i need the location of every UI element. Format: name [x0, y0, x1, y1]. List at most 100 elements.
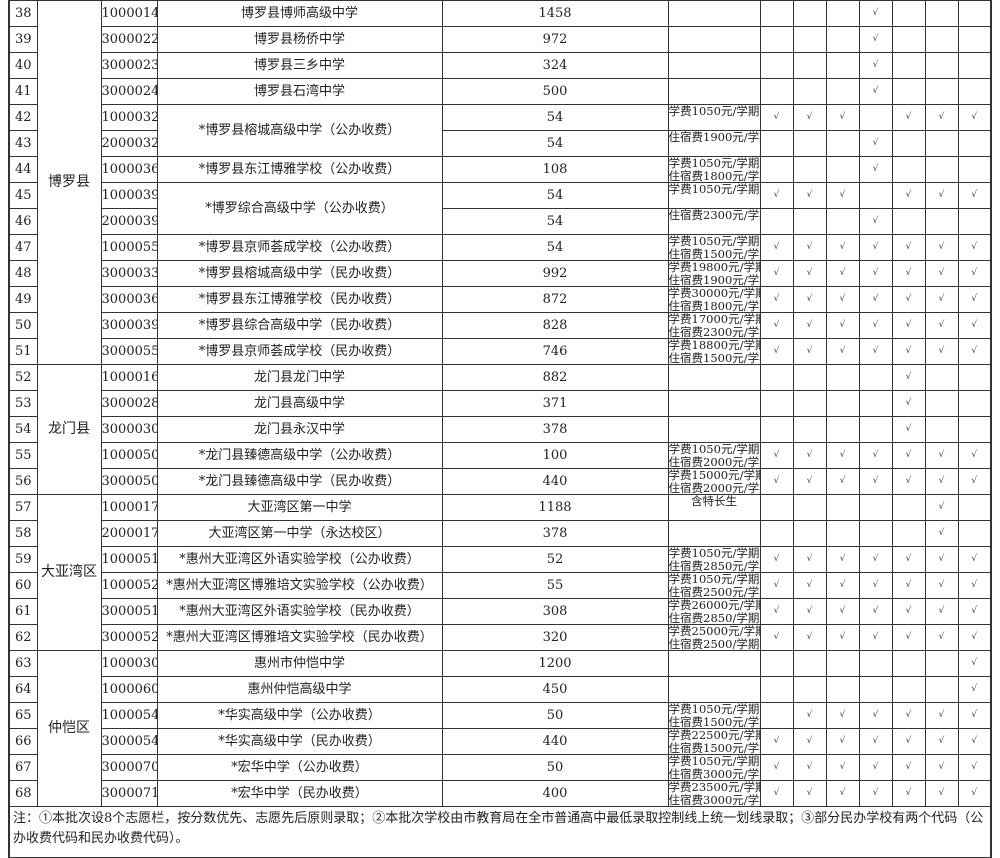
school-name: *博罗县东江博雅学校（民办收费）: [156, 286, 443, 313]
school-code: 3000024: [100, 78, 158, 105]
choice-column-6: √: [924, 286, 959, 313]
choice-column-4: √: [858, 624, 893, 651]
row-number: 64: [8, 676, 38, 703]
choice-column-2: √: [792, 260, 827, 287]
remark-line: 住宿费2300元/学期: [668, 209, 760, 222]
row-number: 39: [8, 26, 38, 53]
school-code: 3000070: [100, 754, 158, 781]
choice-column-6: √: [924, 234, 959, 261]
choice-column-2: [792, 416, 827, 443]
choice-column-1: [759, 676, 794, 703]
choice-column-7: [957, 130, 992, 157]
row-number: 53: [8, 390, 38, 417]
school-code: 1000039: [100, 182, 158, 209]
school-code: 3000054: [100, 728, 158, 755]
choice-column-1: [759, 416, 794, 443]
row-number: 68: [8, 780, 38, 807]
row-number: 50: [8, 312, 38, 339]
row-number: 43: [8, 130, 38, 157]
row-number: 48: [8, 260, 38, 287]
choice-column-7: [957, 494, 992, 521]
district-cell: 博罗县: [36, 0, 102, 365]
choice-column-1: √: [759, 468, 794, 495]
remark-cell: [667, 676, 761, 703]
choice-column-6: √: [924, 572, 959, 599]
choice-column-4: √: [858, 286, 893, 313]
choice-column-3: √: [825, 182, 860, 209]
school-name: *博罗县东江博雅学校（公办收费）: [156, 156, 443, 183]
enrollment-count: 54: [441, 182, 669, 209]
school-code: 1000050: [100, 442, 158, 469]
choice-column-6: √: [924, 312, 959, 339]
table-row: 60 1000052 *惠州大亚湾区博雅培文实验学校（公办收费） 55 学费1050元/…: [8, 572, 992, 599]
enrollment-count: 54: [441, 208, 669, 235]
choice-column-1: √: [759, 780, 794, 807]
choice-column-3: √: [825, 728, 860, 755]
choice-column-3: √: [825, 624, 860, 651]
enrollment-count: 371: [441, 390, 669, 417]
choice-column-6: √: [924, 468, 959, 495]
choice-column-1: [759, 78, 794, 105]
enrollment-count: 1200: [441, 650, 669, 677]
school-code: 2000017: [100, 520, 158, 547]
choice-column-5: √: [891, 728, 926, 755]
remark-line: 学费22500元/学期: [668, 729, 760, 742]
choice-column-6: [924, 156, 959, 183]
choice-column-5: √: [891, 260, 926, 287]
choice-column-1: [759, 520, 794, 547]
choice-column-7: [957, 156, 992, 183]
choice-column-7: √: [957, 442, 992, 469]
enrollment-count: 1458: [441, 0, 669, 27]
choice-column-1: √: [759, 546, 794, 573]
choice-column-7: √: [957, 598, 992, 625]
enrollment-count: 440: [441, 468, 669, 495]
choice-column-5: √: [891, 754, 926, 781]
choice-column-6: √: [924, 780, 959, 807]
choice-column-6: √: [924, 546, 959, 573]
school-name: *惠州大亚湾区外语实验学校（公办收费）: [156, 546, 443, 573]
choice-column-3: √: [825, 546, 860, 573]
remark-cell: [667, 520, 761, 547]
school-code: 1000055: [100, 234, 158, 261]
row-number: 66: [8, 728, 38, 755]
choice-column-4: [858, 676, 893, 703]
school-name: 博罗县三乡中学: [156, 52, 443, 79]
remark-cell: [667, 416, 761, 443]
row-number: 51: [8, 338, 38, 365]
choice-column-7: √: [957, 546, 992, 573]
choice-column-4: √: [858, 702, 893, 729]
school-code: 1000060: [100, 676, 158, 703]
choice-column-4: √: [858, 208, 893, 235]
remark-line: 住宿费3000元/学期: [668, 793, 760, 806]
choice-column-7: √: [957, 182, 992, 209]
row-number: 65: [8, 702, 38, 729]
choice-column-7: √: [957, 702, 992, 729]
choice-column-1: [759, 52, 794, 79]
choice-column-7: √: [957, 754, 992, 781]
remark-line: 学费17000元/学期: [668, 313, 760, 326]
school-name: *惠州大亚湾区外语实验学校（民办收费）: [156, 598, 443, 625]
choice-column-2: √: [792, 312, 827, 339]
choice-column-2: √: [792, 572, 827, 599]
choice-column-7: √: [957, 676, 992, 703]
school-name: *宏华中学（民办收费）: [156, 780, 443, 807]
enrollment-count: 400: [441, 780, 669, 807]
row-number: 46: [8, 208, 38, 235]
choice-column-1: [759, 494, 794, 521]
choice-column-4: [858, 416, 893, 443]
choice-column-2: √: [792, 780, 827, 807]
remark-line: 学费25000元/学期: [668, 625, 760, 638]
school-name: 博罗县博师高级中学: [156, 0, 443, 27]
choice-column-2: [792, 0, 827, 27]
enrollment-count: 308: [441, 598, 669, 625]
choice-column-4: √: [858, 78, 893, 105]
choice-column-3: √: [825, 338, 860, 365]
school-code: 3000051: [100, 598, 158, 625]
choice-column-1: √: [759, 260, 794, 287]
remark-line: 住宿费1500元/学期: [668, 741, 760, 754]
choice-column-6: [924, 390, 959, 417]
choice-column-2: [792, 520, 827, 547]
